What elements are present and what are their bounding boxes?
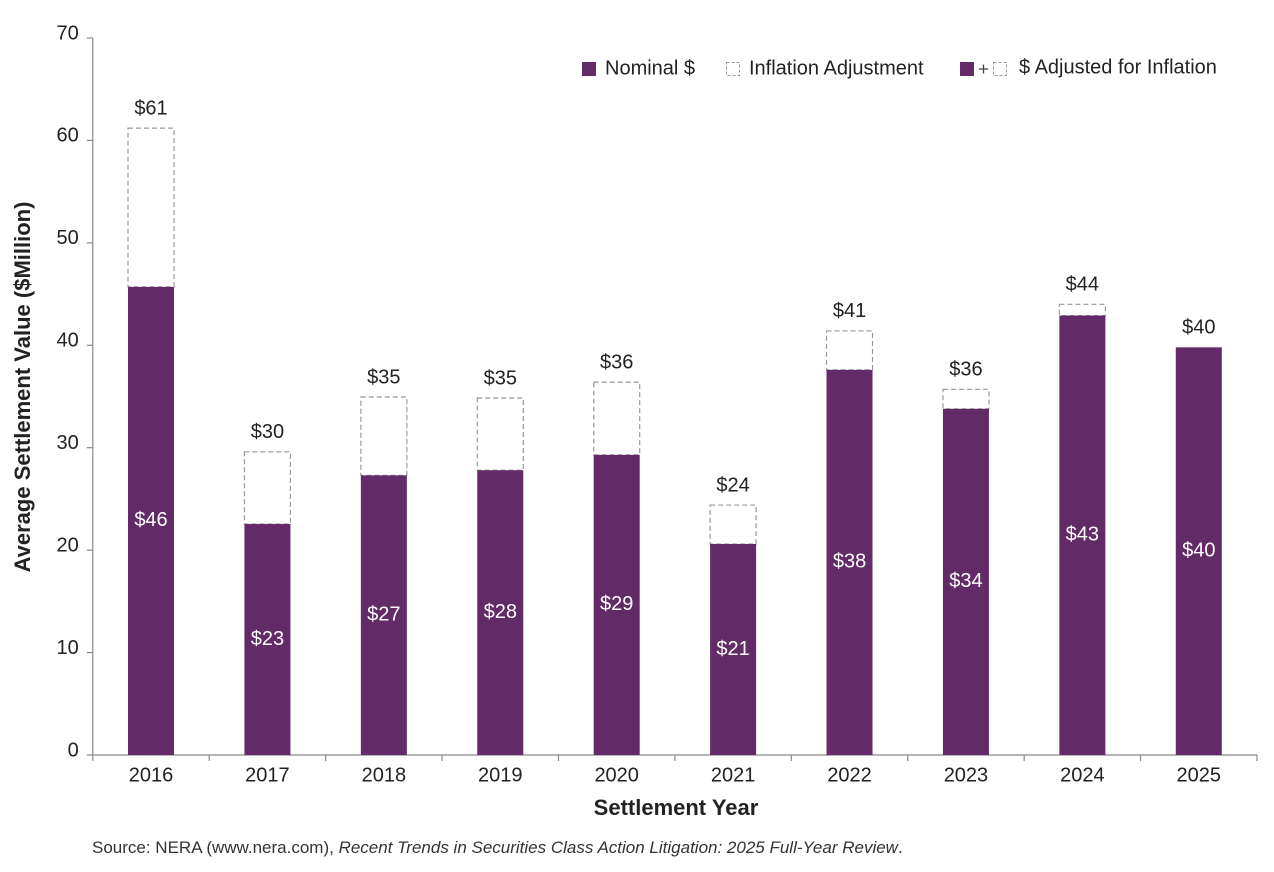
x-tick-label: 2019 [478,764,523,786]
source-prefix: Source: NERA (www.nera.com), [92,838,339,857]
x-tick-label: 2025 [1177,764,1222,786]
x-tick-label: 2017 [245,764,290,786]
source-note: Source: NERA (www.nera.com), Recent Tren… [92,838,903,857]
nominal-value-label: $43 [1066,524,1099,546]
x-axis-label: Settlement Year [594,795,759,820]
inflation-adjustment-bar [942,388,990,410]
nominal-value-label: $27 [367,603,400,625]
nominal-value-label: $23 [251,628,284,650]
nominal-bar [1059,315,1106,755]
legend-swatch [993,62,1007,76]
total-value-label: $30 [251,421,284,443]
x-tick-label: 2021 [711,764,756,786]
y-tick-label: 10 [57,637,79,659]
nominal-value-label: $29 [600,593,633,615]
x-tick-label: 2023 [944,764,989,786]
inflation-adjustment-bar [476,397,524,471]
source-title: Recent Trends in Securities Class Action… [339,838,900,857]
legend-label: Nominal $ [605,57,695,79]
nominal-bar [942,408,989,755]
legend-swatch [726,62,740,76]
nominal-value-label: $34 [949,570,982,592]
y-tick-label: 60 [57,125,79,147]
nominal-bar [128,286,175,755]
inflation-adjustment-bar [127,127,175,288]
inflation-adjustment-bar [1058,303,1106,317]
total-value-label: $36 [949,359,982,381]
y-tick-label: 40 [57,330,79,352]
inflation-adjustment-bar [825,330,874,371]
nominal-bar [477,470,524,755]
legend-label: Inflation Adjustment [749,57,924,79]
y-tick-label: 0 [68,739,79,761]
inflation-adjustment-bar [593,381,641,456]
x-tick-label: 2018 [362,764,407,786]
legend-label: $ Adjusted for Inflation [1019,56,1217,78]
inflation-adjustment-bar [360,396,408,476]
nominal-value-label: $28 [484,601,517,623]
total-value-label: $36 [600,351,633,373]
total-value-label: $61 [134,97,167,119]
total-value-label: $24 [716,474,749,496]
nominal-bar [1175,347,1222,755]
total-value-label: $35 [367,366,400,388]
inflation-adjustment-bar [709,504,757,545]
legend-plus [979,64,988,74]
inflation-adjustment-bar [243,451,292,525]
y-tick-label: 20 [57,534,79,556]
nominal-bar [244,524,291,755]
nominal-bar [360,475,407,755]
x-tick-label: 2022 [827,764,872,786]
x-tick-label: 2024 [1060,764,1105,786]
x-tick-label: 2020 [594,764,639,786]
x-tick-label: 2016 [129,764,174,786]
total-value-label: $41 [833,300,866,322]
y-tick-label: 30 [57,432,79,454]
total-value-label: $35 [484,367,517,389]
total-value-label: $44 [1066,274,1099,296]
nominal-value-label: $21 [716,638,749,660]
nominal-bar [593,454,640,755]
nominal-bar [826,369,873,755]
legend-swatch [960,62,974,76]
legend-swatch [582,62,596,76]
nominal-value-label: $40 [1182,539,1215,561]
y-axis-label: Average Settlement Value ($Million) [10,202,35,573]
y-tick-label: 70 [57,22,79,44]
nominal-value-label: $38 [833,551,866,573]
nominal-bar [710,543,757,755]
y-tick-label: 50 [57,227,79,249]
total-value-label: $40 [1182,317,1215,339]
nominal-value-label: $46 [134,509,167,531]
source-suffix: . [898,838,903,857]
